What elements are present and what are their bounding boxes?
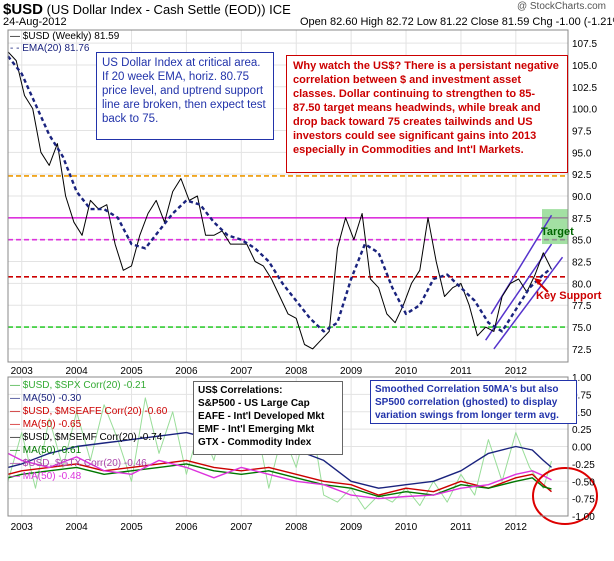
corr-y-tick-label: 0.00 (572, 443, 592, 454)
x-tick-label: 2003 (11, 522, 34, 533)
x-tick-label: 2005 (120, 366, 143, 377)
trend-upper (490, 214, 553, 315)
why-watch-note: Why watch the US$? There is a persistant… (286, 55, 568, 173)
corr-y-tick-label: -0.50 (572, 477, 595, 488)
legend-gtx-ma: — MA(50) -0.48 (10, 471, 82, 482)
x-tick-label: 2007 (230, 522, 253, 533)
x-tick-label: 2007 (230, 366, 253, 377)
legend-spx-ma: — MA(50) -0.30 (10, 393, 82, 404)
corr-series-line (7, 459, 552, 496)
corr-note-line: EAFE - Int'l Developed Mkt (198, 411, 325, 422)
trend-support (493, 256, 564, 350)
legend-usd: — $USD (Weekly) 81.59 (10, 31, 120, 42)
corr-y-tick-label: -1.00 (572, 512, 595, 523)
key-support-arrowhead (534, 278, 542, 285)
corr-legend: — $USD, $SPX Corr(20) -0.21 — MA(50) -0.… (10, 379, 167, 483)
price-y-tick-label: 80.0 (572, 279, 592, 290)
price-y-tick-label: 87.5 (572, 214, 592, 225)
x-tick-label: 2005 (120, 522, 143, 533)
price-y-tick-label: 102.5 (572, 83, 597, 94)
corr-y-tick-label: 0.25 (572, 425, 592, 436)
corr-note-title: US$ Correlations: (198, 385, 283, 396)
price-legend: — $USD (Weekly) 81.59 - - EMA(20) 81.76 (10, 31, 119, 55)
corr-y-tick-label: -0.75 (572, 495, 595, 506)
critical-area-note: US Dollar Index at critical area. If 20 … (96, 52, 274, 140)
corr-y-tick-label: 1.00 (572, 373, 592, 384)
x-tick-label: 2012 (505, 522, 528, 533)
corr-note-line: EMF - Int'l Emerging Mkt (198, 424, 315, 435)
x-tick-label: 2010 (395, 366, 418, 377)
symbol-name: (US Dollar Index - Cash Settle (EOD)) IC… (46, 2, 291, 17)
price-panel-frame (7, 29, 569, 363)
target-label: Target (541, 226, 574, 238)
price-y-tick-label: 85.0 (572, 236, 592, 247)
chart-title: $USD (US Dollar Index - Cash Settle (EOD… (3, 1, 291, 18)
x-tick-label: 2011 (450, 366, 472, 377)
price-y-tick-label: 105.0 (572, 61, 597, 72)
legend-gtx-corr: — $USD, $GTX Corr(20) -0.46 (10, 458, 147, 469)
correlations-note: US$ Correlations: S&P500 - US Large Cap … (193, 381, 343, 455)
key-support-arrow (537, 281, 549, 293)
price-y-tick-label: 90.0 (572, 192, 592, 203)
corr-y-tick-label: 0.75 (572, 390, 592, 401)
legend-spx-corr: — $USD, $SPX Corr(20) -0.21 (10, 380, 147, 391)
highlight-ellipse (532, 467, 598, 525)
legend-eafe-corr: — $USD, $MSEAFE Corr(20) -0.60 (10, 406, 168, 417)
price-y-tick-label: 107.5 (572, 39, 597, 50)
x-tick-label: 2009 (340, 522, 363, 533)
price-y-tick-label: 75.0 (572, 323, 592, 334)
legend-ema: - - EMA(20) 81.76 (10, 43, 90, 54)
corr-note-line: GTX - Commodity Index (198, 437, 312, 448)
x-tick-label: 2006 (175, 366, 198, 377)
price-y-tick-label: 97.5 (572, 126, 592, 137)
x-tick-label: 2008 (285, 522, 308, 533)
panel-frames (7, 29, 569, 517)
x-tick-label: 2004 (66, 366, 89, 377)
x-tick-label: 2006 (175, 522, 198, 533)
x-tick-label: 2012 (505, 366, 528, 377)
price-y-tick-label: 95.0 (572, 148, 592, 159)
x-tick-label: 2011 (450, 522, 472, 533)
price-y-tick-label: 82.5 (572, 258, 592, 269)
corr-y-ticks: 1.00 0.75 0.50 0.25 0.00 -0.25 -0.50 -0.75 -1.00 (572, 373, 595, 523)
price-y-tick-label: 92.5 (572, 170, 592, 181)
x-tick-label: 2009 (340, 366, 363, 377)
target-zone (542, 209, 568, 245)
legend-emf-corr: — $USD, $MSEMF Corr(20) -0.74 (10, 432, 163, 443)
legend-emf-ma: — MA(50) -0.61 (10, 445, 82, 456)
legend-eafe-ma: — MA(50) -0.65 (10, 419, 82, 430)
symbol: $USD (3, 1, 44, 18)
chart-date: 24-Aug-2012 (3, 16, 67, 28)
corr-series-line (7, 452, 552, 500)
x-tick-label: 2008 (285, 366, 308, 377)
price-series (7, 51, 553, 350)
x-tick-label: 2004 (66, 522, 89, 533)
watermark: @ StockCharts.com (516, 1, 606, 12)
corr-panel-frame (7, 376, 569, 517)
ema20-line (7, 55, 553, 333)
x-tick-label: 2010 (395, 522, 418, 533)
corr-series-line (7, 463, 552, 498)
ohlc-readout: Open 82.60 High 82.72 Low 81.22 Close 81… (300, 16, 614, 28)
price-y-tick-label: 77.5 (572, 301, 592, 312)
x-ticks: 2003 2003 2004 2004 2005 2005 2006 2006 2007 2007… (11, 366, 528, 533)
x-tick-label: 2003 (11, 366, 34, 377)
corr-y-tick-label: 0.50 (572, 408, 592, 419)
corr-y-tick-label: -0.25 (572, 460, 595, 471)
price-y-tick-label: 100.0 (572, 105, 597, 116)
key-support-label: Key Support (536, 290, 602, 302)
chart-header: $USD (US Dollar Index - Cash Settle (EOD… (0, 0, 614, 30)
price-reference-lines (8, 175, 568, 328)
smoothed-corr-note: Smoothed Correlation 50MA's but also SP5… (370, 380, 577, 424)
corr-note-line: S&P500 - US Large Cap (198, 398, 310, 409)
price-y-ticks: 72.5 75.0 77.5 80.0 82.5 85.0 87.5 90.0 92.5 95.0… (572, 39, 597, 356)
price-y-tick-label: 72.5 (572, 345, 592, 356)
